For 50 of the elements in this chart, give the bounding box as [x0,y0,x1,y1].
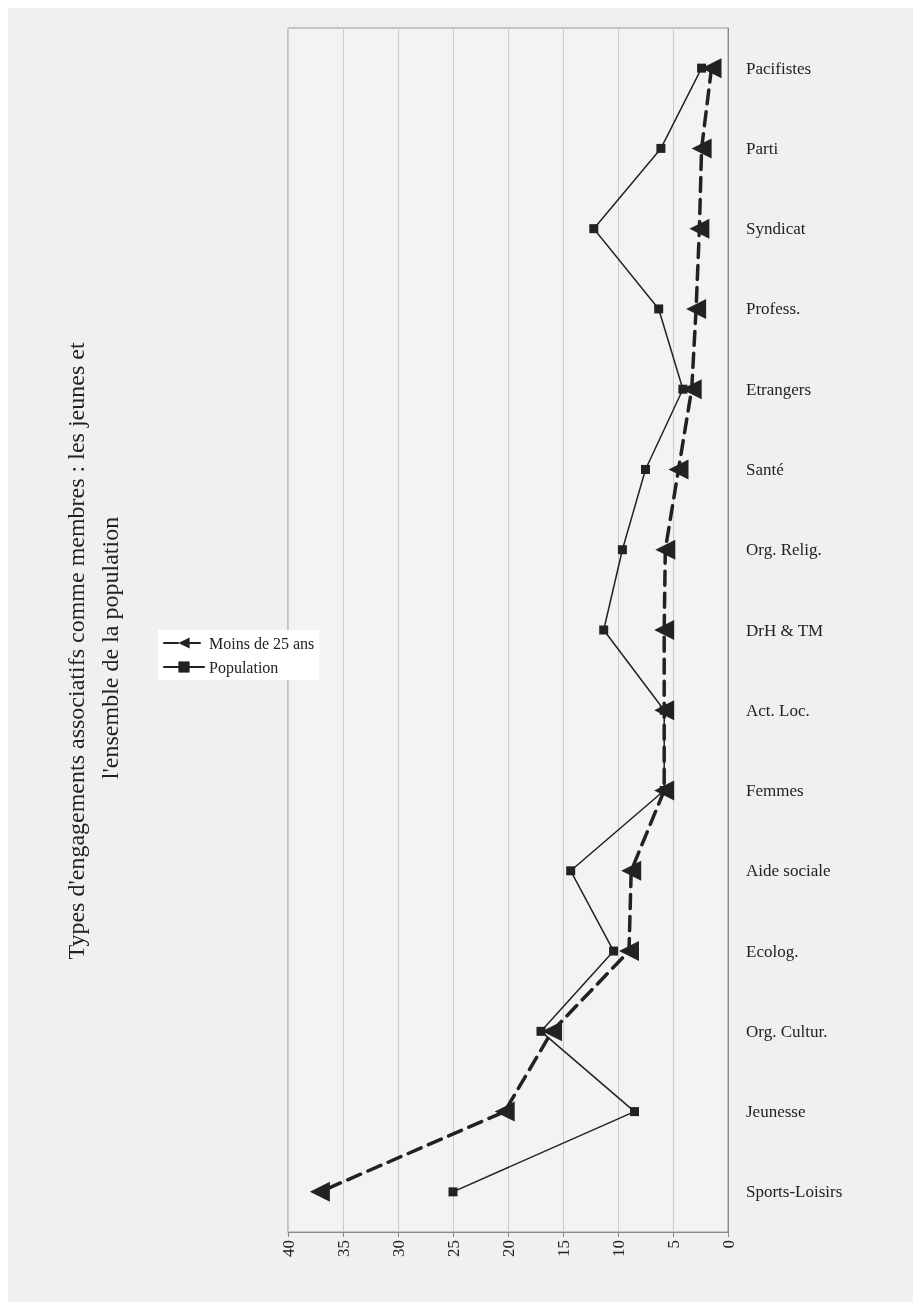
y-tick-label: DrH & TM [746,620,824,640]
y-tick-label: Femmes [746,781,804,801]
y-tick-label: Syndicat [746,219,806,239]
y-tick-label: Aide sociale [746,861,831,881]
y-tick-label: Profess. [746,299,801,319]
point [619,941,639,962]
point [621,860,642,881]
point [566,866,576,876]
point [686,298,707,319]
x-tick-label: 30 [388,1240,408,1257]
x-tick-label: 40 [278,1240,298,1257]
y-tick-label: Pacifistes [746,58,812,78]
x-tick-label: 25 [443,1240,463,1257]
point [656,143,666,153]
y-tick-label: Org. Cultur. [746,1021,828,1041]
y-tick-label: Parti [746,138,779,158]
x-tick-label: 0 [718,1240,738,1249]
y-tick-label: Etrangers [746,379,812,399]
point [654,620,675,640]
y-tick-label: Ecolog. [746,941,799,961]
point [494,1101,515,1122]
x-tick-label: 35 [333,1240,353,1257]
y-tick-label: Org. Relig. [746,540,822,560]
point [654,304,664,314]
point [630,1107,639,1117]
point [691,138,712,159]
y-tick-label: Jeunesse [746,1102,806,1122]
y-tick-label: Act. Loc. [746,700,810,720]
point [668,459,689,480]
y-tick-label: Sports-Loisirs [746,1182,843,1202]
point [697,63,707,73]
point [589,224,599,234]
point [655,539,676,560]
point [609,946,619,956]
legend-label: Population [209,658,279,677]
x-tick-label: 15 [553,1240,573,1257]
point [689,218,710,239]
x-tick-label: 20 [498,1240,518,1257]
text: Types d'engagements associatifs comme membres : les jeunes et l'ensemble de la population [63,336,123,960]
x-tick-label: 10 [608,1240,628,1257]
legend-label: Moins de 25 ans [209,634,315,652]
point [641,464,650,474]
point [448,1187,458,1197]
point [536,1026,546,1036]
y-tick-label: Santé [746,459,784,479]
point [678,384,688,394]
point [617,545,627,555]
point [599,625,609,635]
point [309,1181,330,1202]
x-tick-label: 5 [663,1240,683,1249]
